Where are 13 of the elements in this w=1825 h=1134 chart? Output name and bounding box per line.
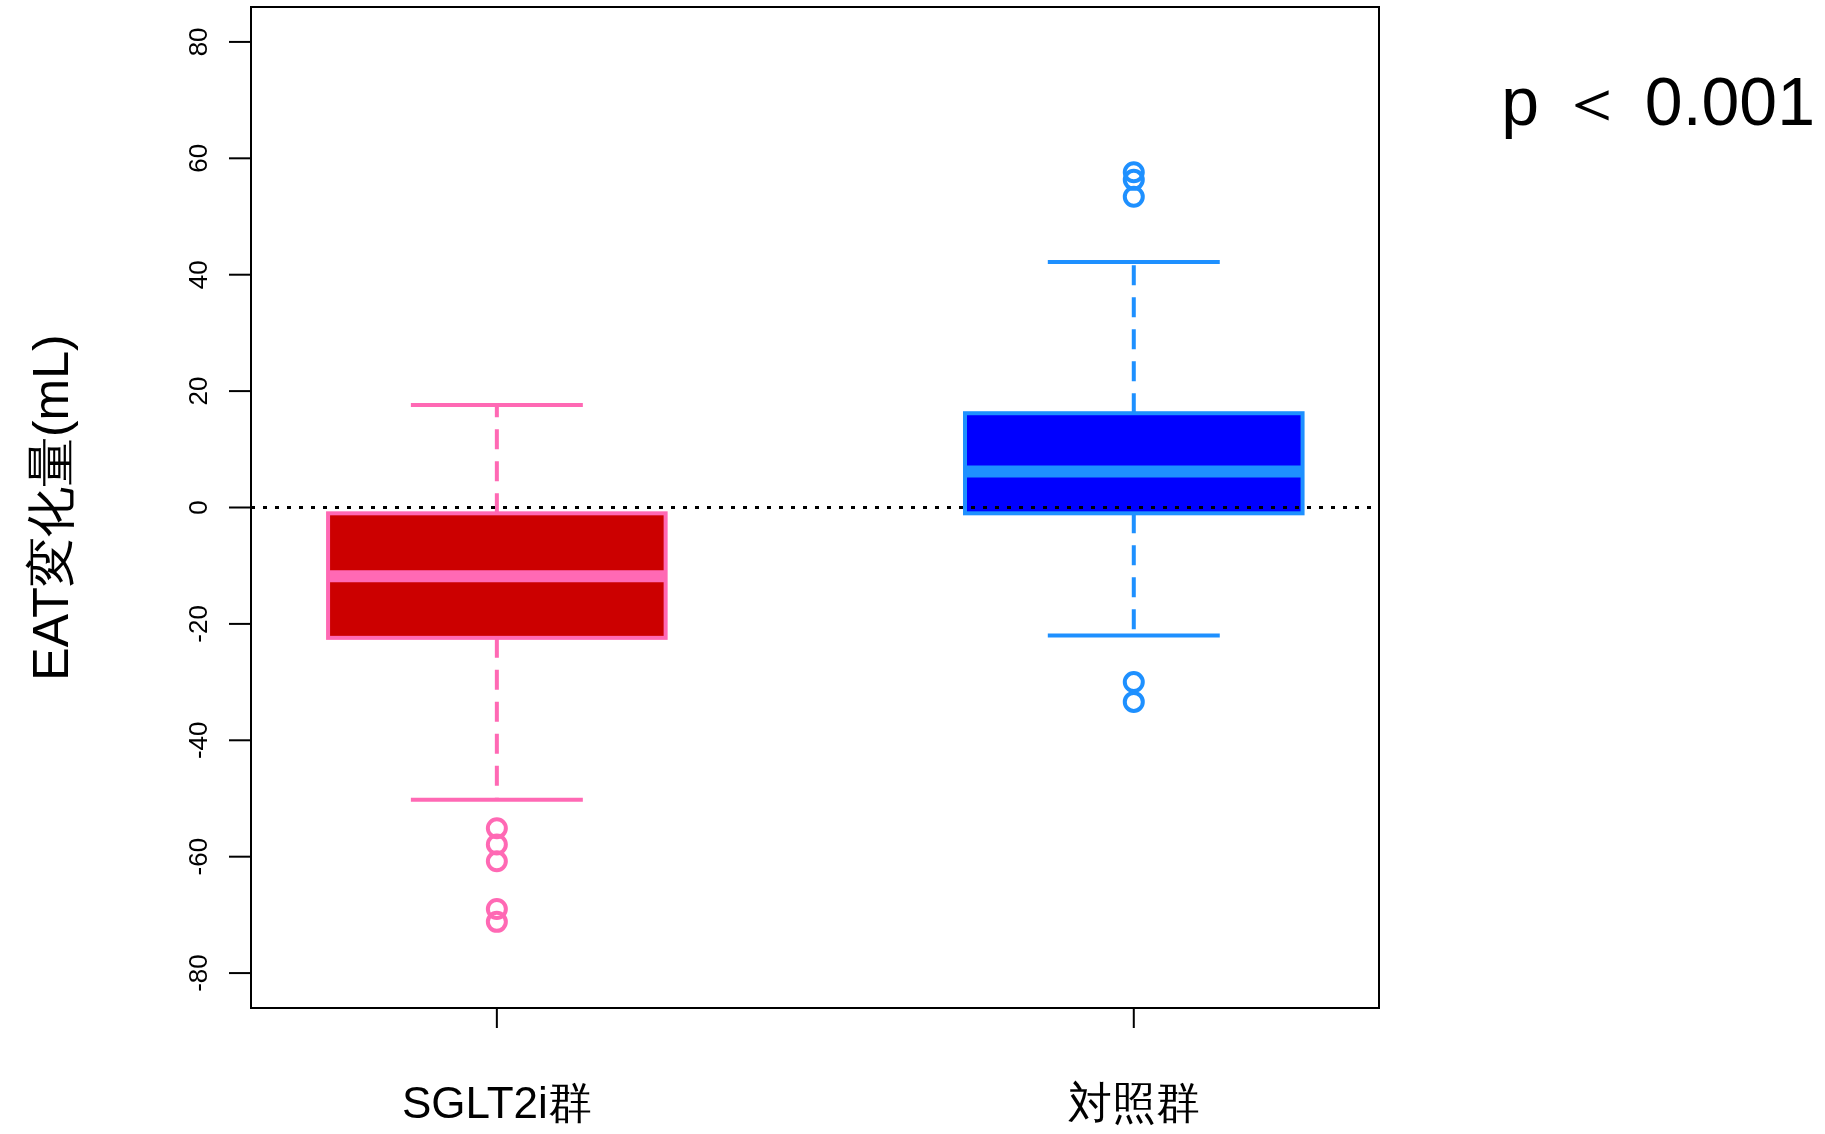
y-tick-label: -40 bbox=[183, 721, 213, 760]
y-tick-label: 80 bbox=[183, 27, 213, 57]
y-tick-label: -20 bbox=[183, 605, 213, 643]
text: p ＜ 0.001 bbox=[1501, 63, 1815, 139]
y-tick-label: 60 bbox=[183, 143, 213, 173]
y-tick-label: -60 bbox=[183, 837, 213, 876]
y-axis-title: EAT変化量(mL) bbox=[23, 334, 79, 681]
x-tick-label: SGLT2i群 bbox=[401, 1078, 592, 1127]
y-tick-label: -80 bbox=[183, 954, 213, 992]
y-tick-label: 40 bbox=[183, 260, 213, 290]
x-tick-label: 対照群 bbox=[1067, 1078, 1200, 1127]
y-tick-label: 0 bbox=[183, 500, 213, 515]
y-tick-label: 20 bbox=[183, 376, 213, 406]
